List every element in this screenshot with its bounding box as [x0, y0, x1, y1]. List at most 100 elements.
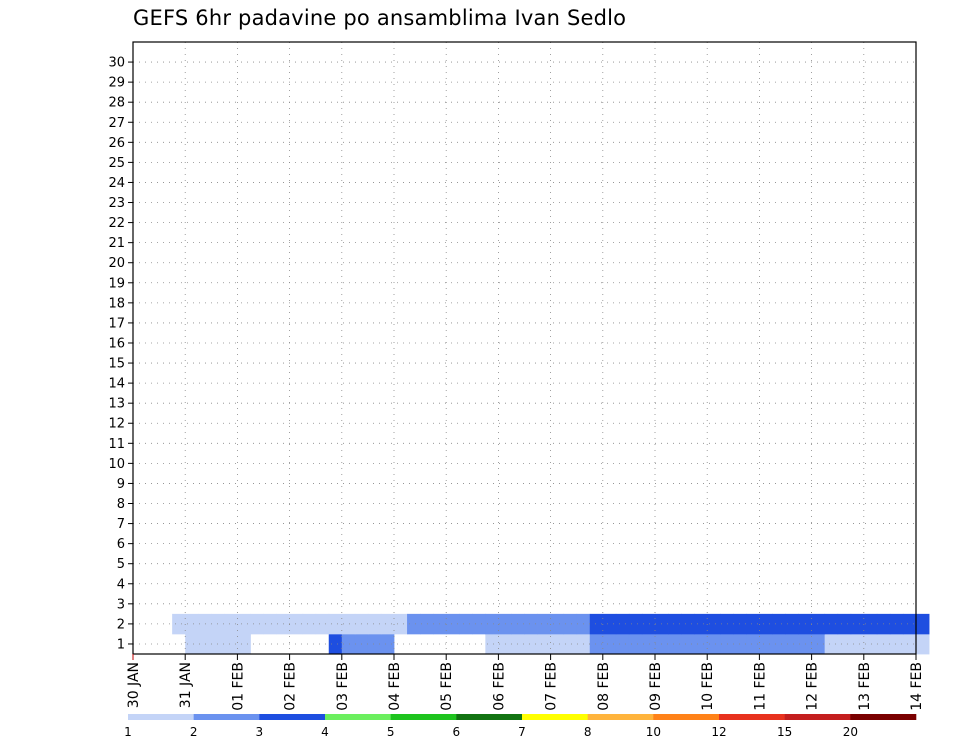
y-tick-label: 15: [108, 357, 125, 372]
heatmap-cell: [837, 613, 852, 635]
x-tick-label: 10 FEB: [700, 662, 716, 711]
heatmap-cells: [172, 613, 930, 655]
heatmap-cell: [772, 633, 786, 655]
heatmap-cell: [916, 633, 930, 655]
x-tick-label: 07 FEB: [544, 662, 560, 711]
heatmap-cell: [263, 613, 277, 635]
heatmap-cell: [746, 613, 760, 635]
x-tick-label: 02 FEB: [283, 662, 299, 711]
heatmap-cell: [328, 633, 343, 655]
heatmap-cell: [250, 613, 264, 635]
heatmap-cell: [589, 613, 604, 635]
heatmap-cell: [198, 633, 212, 655]
legend-label: 3: [256, 725, 264, 739]
heatmap-cell: [668, 633, 682, 655]
heatmap-cell: [615, 633, 630, 655]
y-tick-label: 27: [108, 116, 125, 131]
legend-label: 5: [387, 725, 395, 739]
heatmap-cell: [694, 613, 708, 635]
y-tick-label: 8: [117, 497, 125, 512]
heatmap-cell: [785, 633, 799, 655]
x-tick-label: 03 FEB: [335, 662, 351, 711]
y-tick-label: 24: [108, 176, 125, 191]
heatmap-cell: [863, 613, 878, 635]
heatmap-cell: [472, 613, 486, 635]
legend-swatch: [456, 714, 523, 720]
legend-label: 8: [584, 725, 592, 739]
heatmap-cell: [681, 613, 695, 635]
heatmap-cell: [916, 613, 930, 635]
heatmap-cell: [641, 613, 656, 635]
colorbar-legend: 1 2 3 4 5 6 7 8 10 12 15 20: [124, 714, 917, 739]
plot-frame: [132, 41, 917, 655]
y-tick-label: 26: [108, 136, 125, 151]
heatmap-cell: [850, 613, 865, 635]
heatmap-cell: [563, 613, 578, 635]
heatmap-cell: [289, 613, 304, 635]
heatmap-cell: [837, 633, 852, 655]
heatmap-cell: [550, 613, 565, 635]
heatmap-cell: [511, 613, 525, 635]
heatmap-cell: [589, 633, 604, 655]
heatmap-cell: [681, 633, 695, 655]
x-axis: 30 JAN 31 JAN 01 FEB 02 FEB 03 FEB 04 FEB 05 F…: [126, 654, 925, 711]
heatmap-cell: [668, 613, 682, 635]
legend-swatch: [193, 714, 260, 720]
y-tick-label: 10: [108, 457, 125, 472]
x-tick-label: 14 FEB: [909, 662, 925, 711]
y-tick-label: 9: [117, 477, 125, 492]
y-tick-label: 18: [108, 296, 125, 311]
heatmap-cell: [563, 633, 578, 655]
x-tick-label: 30 JAN: [126, 662, 142, 708]
y-tick-label: 25: [108, 156, 125, 171]
x-tick-label: 31 JAN: [178, 662, 194, 708]
y-tick-label: 4: [117, 577, 125, 592]
heatmap-cell: [811, 633, 826, 655]
heatmap-cell: [341, 613, 356, 635]
y-tick-label: 11: [108, 437, 125, 452]
heatmap-cell: [707, 633, 721, 655]
legend-swatch: [522, 714, 588, 720]
legend-label: 6: [453, 725, 461, 739]
legend-swatch: [390, 714, 457, 720]
legend-label: 12: [711, 725, 726, 739]
heatmap-cell: [380, 613, 395, 635]
y-tick-label: 3: [117, 597, 125, 612]
legend-swatch: [653, 714, 720, 720]
heatmap-cell: [524, 613, 538, 635]
heatmap-cell: [707, 613, 721, 635]
heatmap-cell: [367, 633, 382, 655]
legend-swatch: [850, 714, 917, 720]
heatmap-cell: [237, 633, 251, 655]
heatmap-cell: [733, 633, 747, 655]
legend-swatch: [325, 714, 391, 720]
legend-swatch: [128, 714, 194, 720]
legend-label: 4: [321, 725, 329, 739]
heatmap-cell: [772, 613, 786, 635]
heatmap-cell: [459, 613, 473, 635]
legend-label: 15: [777, 725, 792, 739]
heatmap-cell: [446, 613, 460, 635]
y-tick-label: 2: [117, 617, 125, 632]
heatmap-cell: [211, 613, 225, 635]
legend-swatch: [259, 714, 326, 720]
legend-swatch: [719, 714, 785, 720]
heatmap-cell: [785, 613, 799, 635]
heatmap-cell: [367, 613, 382, 635]
y-tick-label: 30: [108, 56, 125, 71]
heatmap-cell: [407, 613, 421, 635]
heatmap-cell: [902, 633, 917, 655]
heatmap-cell: [902, 613, 917, 635]
heatmap-cell: [746, 633, 760, 655]
x-tick-label: 04 FEB: [387, 662, 403, 711]
y-tick-label: 17: [108, 316, 125, 331]
heatmap-cell: [485, 633, 499, 655]
legend-label: 1: [124, 725, 132, 739]
heatmap-cell: [628, 613, 643, 635]
heatmap-cell: [237, 613, 251, 635]
legend-swatch: [784, 714, 851, 720]
x-tick-label: 09 FEB: [648, 662, 664, 711]
x-tick-label: 12 FEB: [805, 662, 821, 711]
heatmap-cell: [341, 633, 356, 655]
